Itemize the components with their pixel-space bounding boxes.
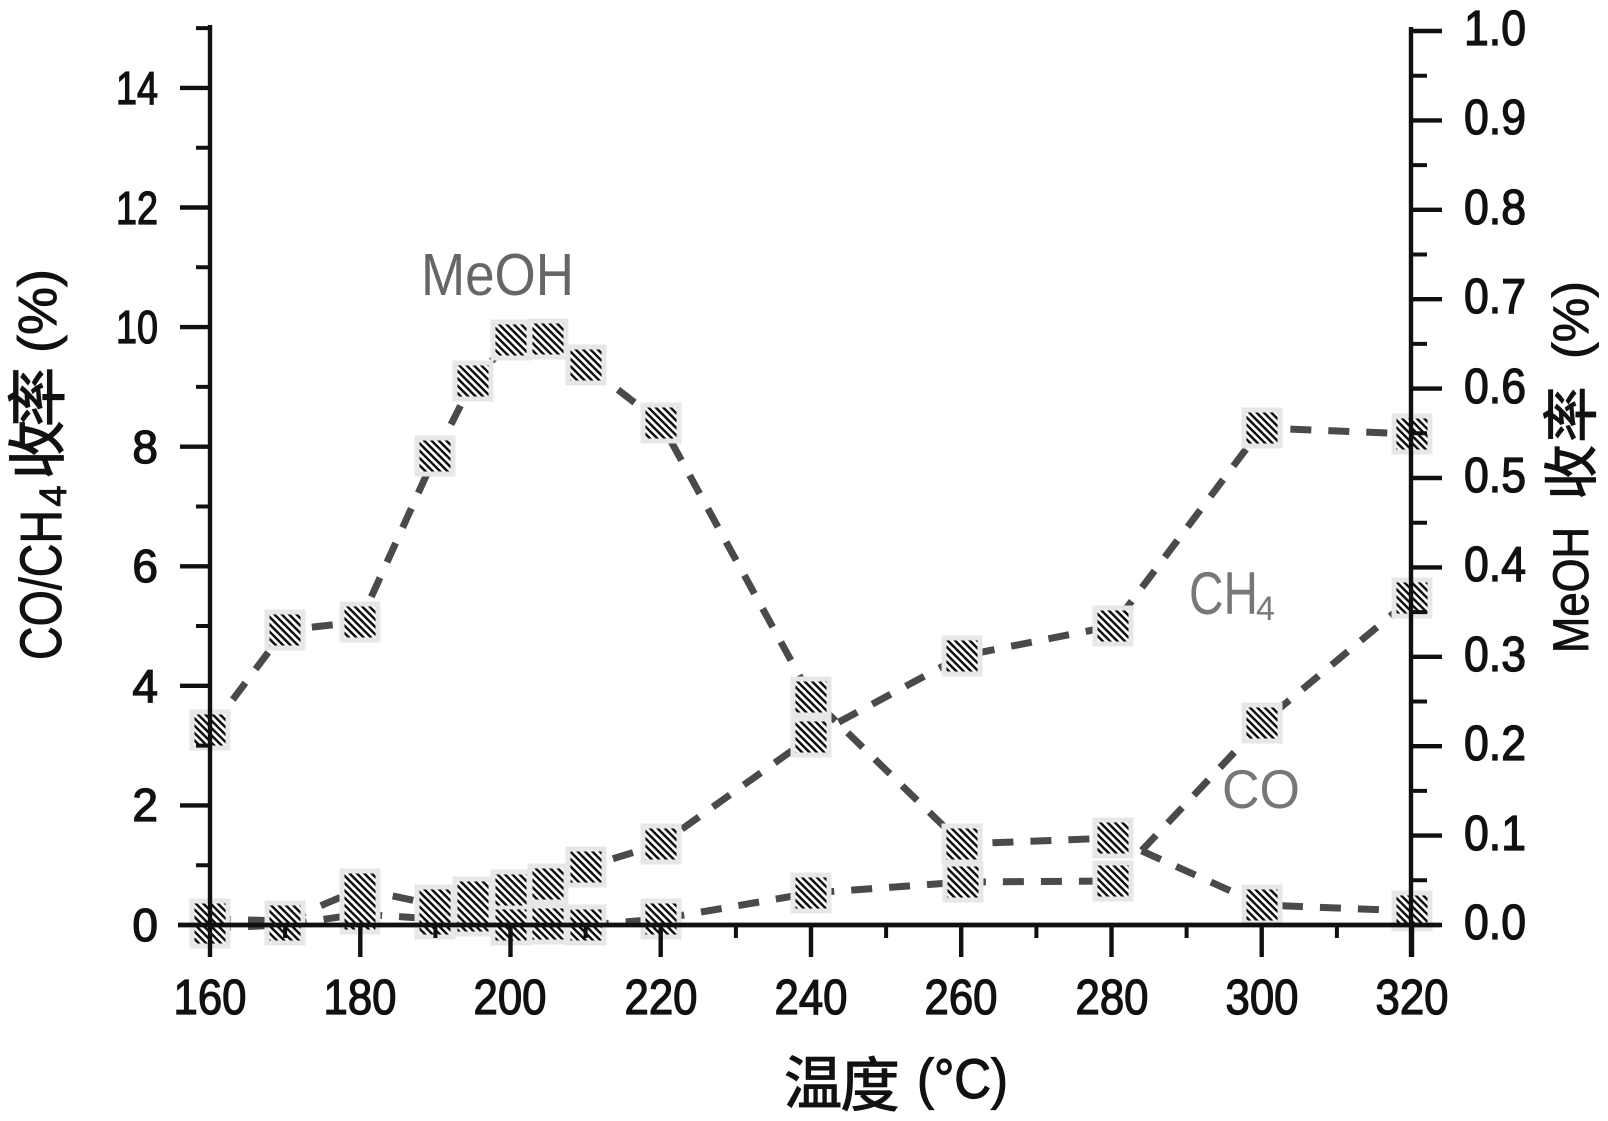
svg-text:180: 180 bbox=[324, 971, 397, 1025]
svg-text:14: 14 bbox=[116, 62, 158, 114]
svg-text:0.1: 0.1 bbox=[1464, 807, 1526, 861]
svg-text:0.4: 0.4 bbox=[1464, 538, 1526, 592]
svg-text:0.7: 0.7 bbox=[1464, 270, 1526, 324]
svg-text:0.2: 0.2 bbox=[1464, 717, 1526, 771]
svg-text:(%): (%) bbox=[8, 269, 68, 353]
svg-text:CO/CH: CO/CH bbox=[9, 510, 74, 660]
svg-text:280: 280 bbox=[1076, 971, 1149, 1025]
svg-text:12: 12 bbox=[116, 182, 158, 234]
svg-text:4: 4 bbox=[33, 485, 75, 506]
svg-text:MeOH: MeOH bbox=[421, 242, 574, 308]
svg-text:4: 4 bbox=[1256, 590, 1275, 628]
svg-text:CO: CO bbox=[1222, 758, 1300, 820]
svg-text:300: 300 bbox=[1226, 971, 1299, 1025]
svg-text:10: 10 bbox=[116, 301, 158, 353]
svg-text:(°C): (°C) bbox=[917, 1047, 1008, 1110]
svg-text:0.6: 0.6 bbox=[1464, 360, 1526, 414]
svg-text:0: 0 bbox=[132, 899, 158, 951]
svg-text:CH: CH bbox=[1189, 560, 1258, 627]
svg-text:220: 220 bbox=[625, 971, 698, 1025]
svg-text:260: 260 bbox=[925, 971, 998, 1025]
svg-text:4: 4 bbox=[132, 660, 158, 712]
svg-text:MeOH: MeOH bbox=[1543, 527, 1599, 653]
svg-text:0.0: 0.0 bbox=[1464, 896, 1526, 950]
svg-text:2: 2 bbox=[132, 779, 158, 831]
svg-text:0.9: 0.9 bbox=[1464, 91, 1526, 145]
svg-text:240: 240 bbox=[775, 971, 848, 1025]
svg-text:8: 8 bbox=[132, 421, 158, 473]
svg-text:0.5: 0.5 bbox=[1464, 449, 1526, 503]
svg-text:1.0: 1.0 bbox=[1464, 2, 1526, 56]
svg-text:0.8: 0.8 bbox=[1464, 181, 1526, 235]
svg-text:320: 320 bbox=[1376, 971, 1449, 1025]
svg-text:(%): (%) bbox=[1543, 281, 1599, 359]
svg-text:0.3: 0.3 bbox=[1464, 628, 1526, 682]
svg-text:200: 200 bbox=[474, 971, 547, 1025]
svg-text:160: 160 bbox=[174, 971, 247, 1025]
svg-text:6: 6 bbox=[132, 540, 158, 592]
